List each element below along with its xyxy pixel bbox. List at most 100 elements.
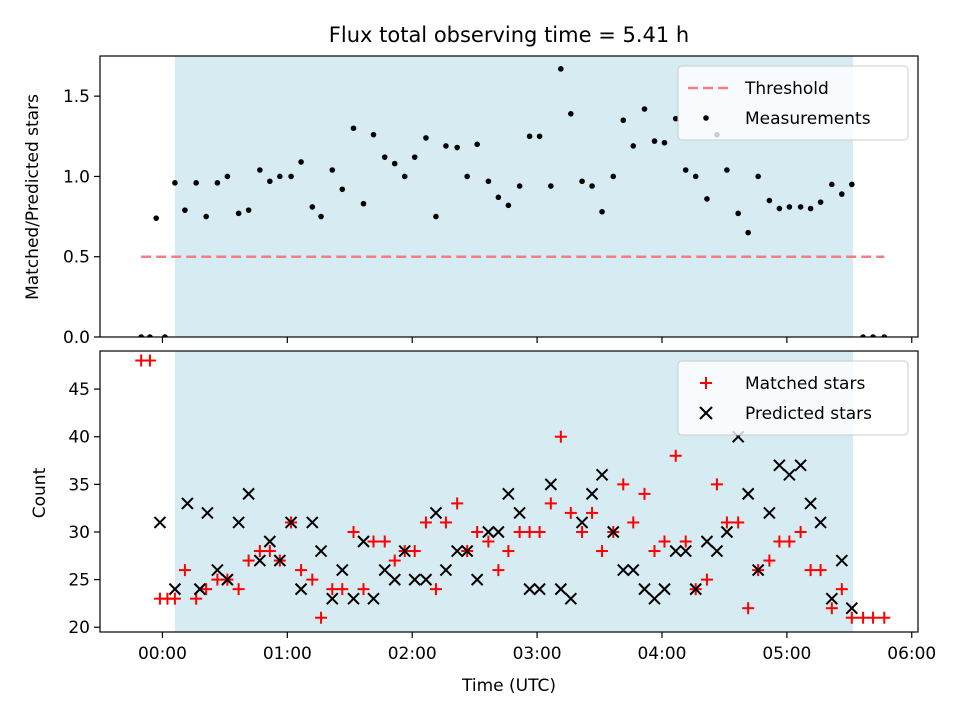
matched-star-marker: [295, 564, 308, 577]
legend: Matched stars Predicted stars: [677, 360, 909, 436]
measurement-point: [548, 183, 554, 189]
measurement-point: [755, 173, 761, 180]
measurement-point: [536, 133, 543, 140]
predicted-star-marker: [294, 582, 308, 596]
matched-star-marker: [200, 583, 213, 596]
predicted-star-marker: [168, 582, 182, 596]
measurement-point: [817, 199, 824, 205]
measurement-point: [464, 173, 470, 180]
predicted-star-marker: [814, 516, 827, 529]
measurement-point: [318, 213, 324, 220]
x-tick-label: 00:00: [138, 644, 187, 664]
legend-label: Matched stars: [745, 374, 865, 394]
plot-area: [135, 354, 891, 624]
legend-box: [677, 360, 909, 436]
predicted-star-marker: [314, 544, 328, 558]
y-tick-label: 25: [68, 571, 90, 591]
measurement-point: [267, 178, 273, 185]
measurement-point: [235, 210, 242, 217]
top-plot: 0.0 0.5 1.0 1.5 Threshold Measurements: [63, 55, 919, 348]
matched-star-marker: [638, 487, 651, 500]
matched-star-marker: [648, 545, 661, 558]
predicted-star-marker: [253, 554, 267, 567]
y-tick-label: 1.0: [63, 167, 90, 187]
measurement-point: [182, 207, 188, 213]
measurement-point: [443, 143, 449, 149]
measurement-point: [474, 141, 480, 148]
measurement-point: [745, 229, 751, 236]
predicted-star-marker: [720, 525, 734, 539]
predicted-star-marker: [544, 478, 558, 491]
measurement-point: [485, 178, 492, 185]
predicted-star-marker: [470, 573, 484, 586]
measurement-point: [257, 167, 263, 173]
matched-star-marker: [878, 611, 891, 624]
x-tick-label: 05:00: [762, 644, 811, 664]
matched-star-marker: [242, 554, 255, 567]
y-tick-label: 40: [68, 428, 90, 448]
matched-star-marker: [357, 583, 370, 596]
measurement-point: [599, 208, 605, 215]
predicted-star-marker: [804, 497, 817, 510]
matched-star-marker: [596, 545, 609, 558]
matched-star-marker: [143, 354, 156, 367]
predicted-star-marker: [648, 592, 661, 605]
x-tick-label: 04:00: [637, 644, 686, 664]
matched-star-marker: [306, 573, 319, 586]
measurement-point: [786, 204, 793, 210]
measurement-point: [651, 138, 658, 144]
measurement-point: [138, 334, 145, 337]
matched-star-marker: [564, 506, 577, 519]
measurement-point: [360, 200, 367, 207]
measurement-point: [672, 115, 679, 122]
legend-measurement-swatch: [703, 115, 709, 121]
top-y-axis-label: Matched/Predicted stars: [23, 94, 43, 300]
predicted-star-marker: [408, 573, 421, 586]
y-tick-label: 1.5: [63, 87, 90, 107]
matched-star-marker: [720, 516, 733, 529]
measurement-point: [766, 197, 773, 204]
matched-star-marker: [825, 602, 838, 615]
matched-star-marker: [378, 535, 391, 548]
measurement-point: [172, 180, 178, 186]
matched-star-marker: [439, 516, 452, 529]
measurement-point: [526, 133, 533, 140]
matched-star-marker: [367, 535, 380, 548]
predicted-star-marker: [367, 592, 380, 605]
measurement-point: [797, 204, 804, 210]
measurement-point: [692, 173, 699, 180]
matched-star-marker: [492, 564, 505, 577]
measurement-point: [277, 173, 283, 180]
y-tick-label: 0.0: [63, 328, 90, 348]
y-tick-label: 20: [68, 618, 90, 638]
predicted-star-marker: [211, 563, 224, 577]
predicted-star-marker: [617, 563, 630, 577]
plot-area: [138, 66, 888, 337]
measurement-point: [724, 167, 730, 173]
predicted-star-marker: [357, 535, 370, 548]
matched-star-marker: [679, 535, 692, 548]
predicted-star-marker: [627, 563, 640, 577]
predicted-star-marker: [835, 554, 849, 567]
predicted-star-marker: [669, 544, 682, 558]
measurement-point: [579, 178, 585, 185]
predicted-star-marker: [825, 592, 839, 605]
measurement-point: [558, 66, 564, 72]
measurement-point: [839, 191, 845, 197]
matched-star-marker: [471, 525, 484, 538]
predicted-star-marker: [607, 525, 620, 539]
measurement-point: [298, 159, 304, 165]
matched-star-marker: [710, 478, 723, 491]
measurement-point: [735, 210, 741, 217]
measurement-point: [162, 334, 168, 337]
matched-star-marker: [408, 545, 421, 558]
predicted-star-marker: [347, 592, 360, 605]
predicted-star-marker: [502, 487, 515, 501]
predicted-star-marker: [741, 487, 755, 501]
measurement-point: [630, 143, 637, 149]
matched-star-marker: [263, 545, 276, 558]
measurement-point: [495, 194, 502, 201]
y-tick-label: 30: [68, 523, 90, 543]
measurement-point: [350, 125, 357, 132]
predicted-star-marker: [232, 516, 245, 529]
